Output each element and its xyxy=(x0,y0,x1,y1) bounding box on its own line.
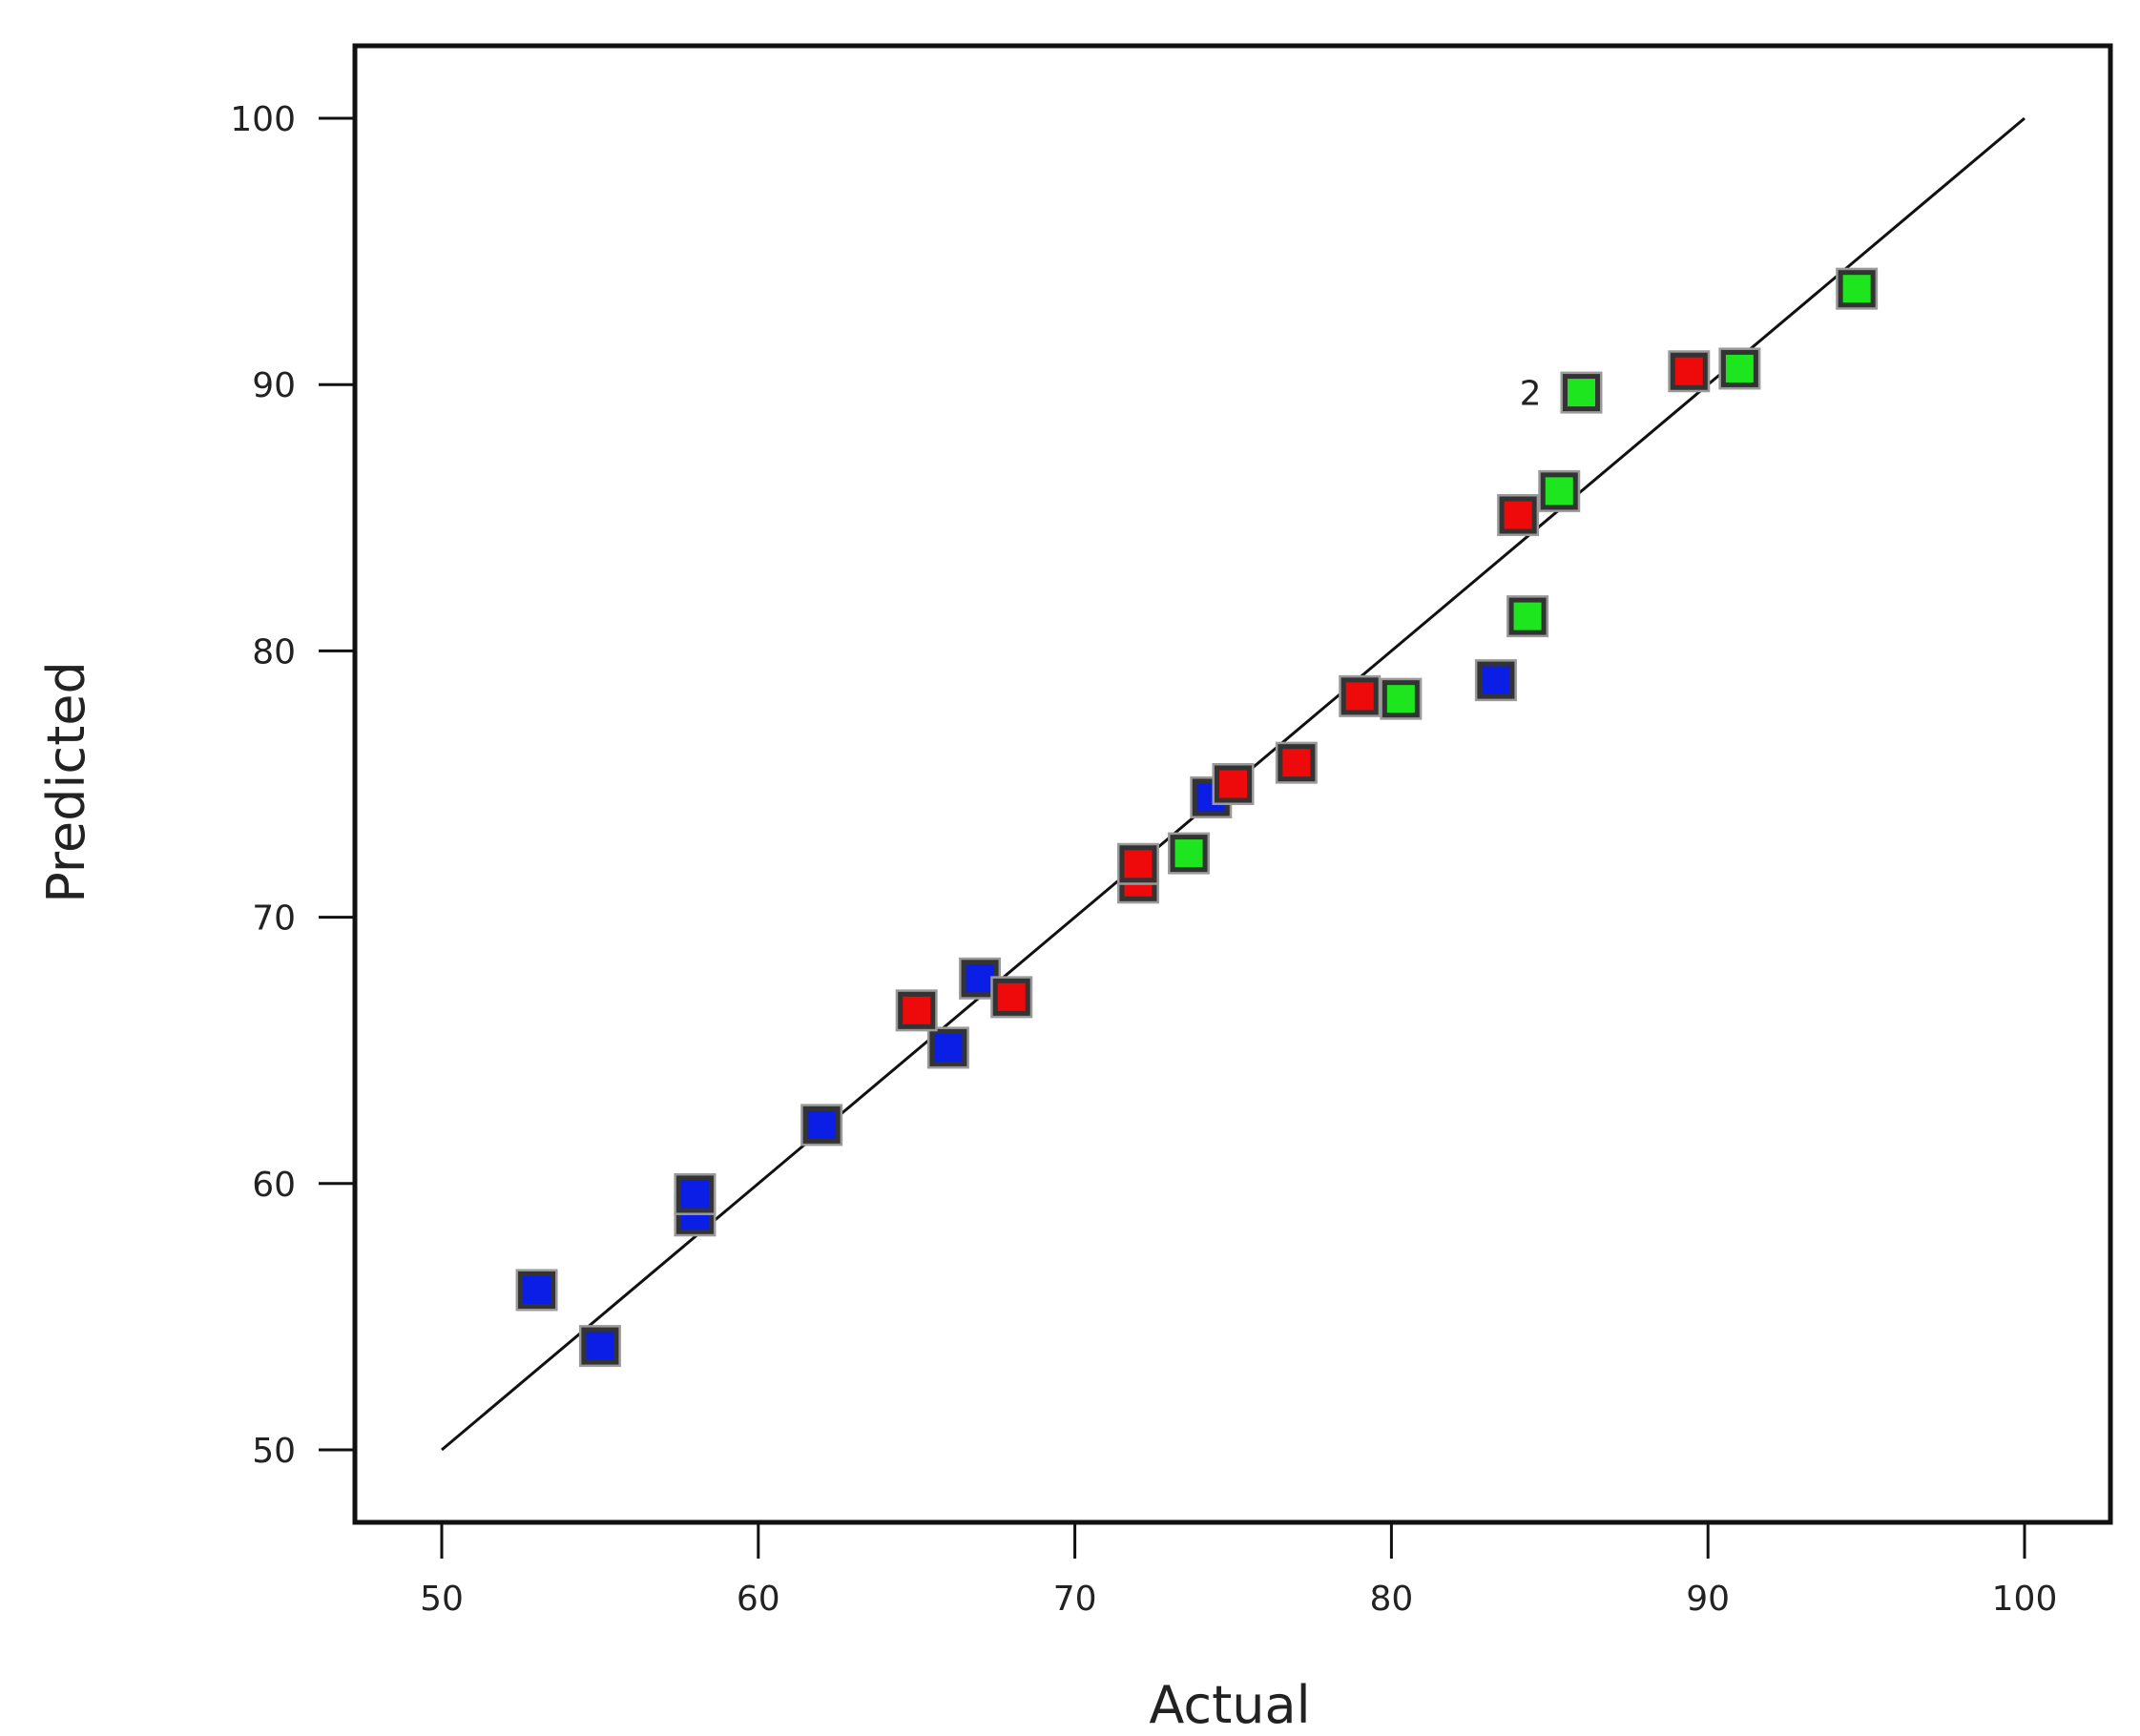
data-point-blue xyxy=(578,1325,621,1368)
data-point-blue xyxy=(1474,659,1517,702)
data-point-green xyxy=(1168,832,1211,875)
data-point-marker xyxy=(1278,744,1316,782)
x-tick-label: 50 xyxy=(420,1580,464,1619)
data-point-red xyxy=(1497,494,1540,537)
data-point-red xyxy=(1212,763,1255,805)
data-point-marker xyxy=(1340,677,1379,715)
data-points: 2 xyxy=(515,267,1879,1368)
data-point-marker xyxy=(1215,765,1252,803)
y-tick-label: 100 xyxy=(230,100,296,139)
data-point-green xyxy=(1538,469,1581,512)
data-point-green xyxy=(1506,595,1549,638)
y-tick-label: 70 xyxy=(252,899,296,939)
data-point-marker xyxy=(1119,845,1157,883)
data-point-marker xyxy=(1540,472,1578,510)
data-point-red xyxy=(1668,350,1711,393)
x-tick-label: 70 xyxy=(1053,1580,1097,1619)
data-point-red xyxy=(895,989,938,1032)
y-tick-label: 60 xyxy=(252,1166,296,1205)
data-point-marker xyxy=(1477,661,1515,699)
data-point-blue xyxy=(515,1269,558,1312)
x-tick-label: 60 xyxy=(737,1580,780,1619)
data-point-marker xyxy=(675,1175,714,1213)
data-point-marker xyxy=(898,991,936,1029)
data-point-marker xyxy=(1670,352,1708,390)
y-tick-label: 50 xyxy=(252,1432,296,1471)
data-point-label: 2 xyxy=(1520,375,1542,414)
data-point-green xyxy=(1836,267,1879,310)
y-axis: 50 60 70 80 90 100 xyxy=(230,100,355,1471)
data-point-marker xyxy=(1499,496,1537,534)
data-point-marker xyxy=(518,1271,556,1309)
data-point-red xyxy=(990,976,1033,1019)
y-tick-label: 90 xyxy=(252,366,296,405)
data-point-marker xyxy=(992,978,1030,1016)
data-point-marker xyxy=(929,1028,967,1066)
data-point-marker xyxy=(581,1327,619,1365)
data-point-marker xyxy=(1170,835,1208,873)
data-point-marker xyxy=(1562,374,1600,412)
data-point-blue xyxy=(674,1172,717,1215)
data-point-marker xyxy=(1382,680,1420,718)
data-point-marker xyxy=(1508,597,1547,635)
data-point-red xyxy=(1339,674,1382,717)
data-point-red xyxy=(1116,842,1159,885)
data-point-blue xyxy=(926,1026,969,1069)
data-point-green xyxy=(1380,677,1423,720)
data-point-blue xyxy=(800,1104,843,1147)
data-point-green xyxy=(1718,347,1761,390)
x-tick-label: 100 xyxy=(1992,1580,2058,1619)
y-tick-label: 80 xyxy=(252,632,296,672)
data-point-green xyxy=(1560,371,1603,414)
plot-frame xyxy=(352,43,2113,1525)
x-axis: 50 60 70 80 90 100 xyxy=(420,1522,2057,1619)
data-point-red xyxy=(1275,741,1318,784)
x-axis-title: Actual xyxy=(1149,1675,1310,1735)
data-point-marker xyxy=(1720,349,1758,387)
data-point-marker xyxy=(802,1106,841,1144)
x-tick-label: 80 xyxy=(1369,1580,1413,1619)
y-axis-title: Predicted xyxy=(36,661,96,903)
x-tick-label: 90 xyxy=(1686,1580,1730,1619)
data-point-marker xyxy=(1838,270,1876,308)
